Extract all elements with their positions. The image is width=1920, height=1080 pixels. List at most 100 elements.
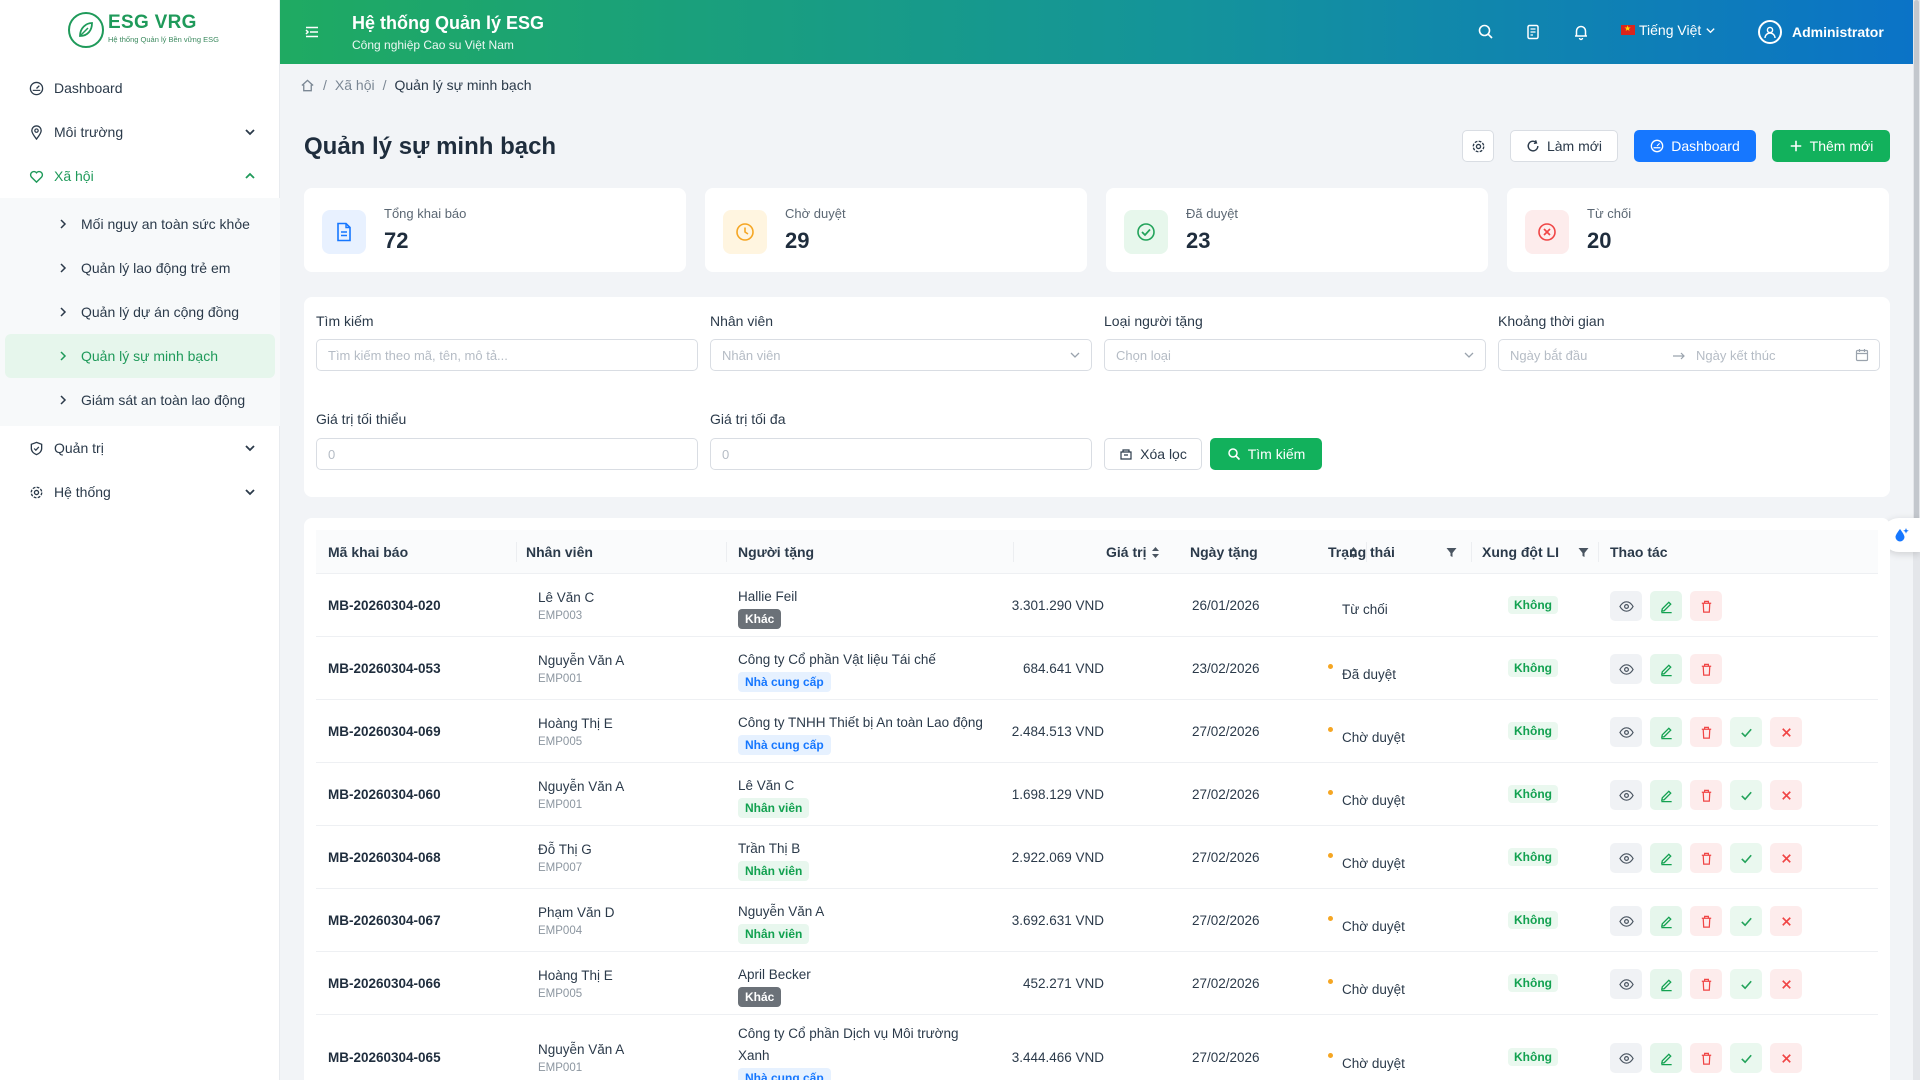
reject-button[interactable] (1770, 843, 1802, 873)
sidebar-item-system[interactable]: Hệ thống (0, 470, 280, 514)
delete-button[interactable] (1690, 1043, 1722, 1073)
search-button[interactable]: Tìm kiếm (1210, 438, 1322, 470)
view-button[interactable] (1610, 906, 1642, 936)
sidebar-item-governance[interactable]: Quản trị (0, 426, 280, 470)
search-icon (1227, 448, 1240, 461)
edit-button[interactable] (1650, 780, 1682, 810)
table-row[interactable]: MB-20260304-060 Nguyễn Văn A EMP001 Lê Văn … (316, 763, 1878, 826)
date-range-picker[interactable]: Ngày bắt đầu Ngày kết thúc (1498, 339, 1880, 371)
view-button[interactable] (1610, 717, 1642, 747)
reject-button[interactable] (1770, 1043, 1802, 1073)
sidebar-item-social[interactable]: Xã hội (0, 154, 280, 198)
approve-button[interactable] (1730, 969, 1762, 999)
close-icon (1779, 851, 1794, 866)
declaration-code: MB-20260304-067 (328, 913, 441, 928)
approve-button[interactable] (1730, 1043, 1762, 1073)
reject-button[interactable] (1770, 906, 1802, 936)
search-icon[interactable] (1477, 23, 1495, 41)
edit-button[interactable] (1650, 654, 1682, 684)
value-amount: 3.444.466 VND (1011, 1050, 1104, 1065)
delete-button[interactable] (1690, 969, 1722, 999)
edit-button[interactable] (1650, 591, 1682, 621)
filter-icon[interactable] (1578, 547, 1589, 558)
sidebar-subitem-transparency[interactable]: Quản lý sự minh bạch (5, 334, 275, 378)
filter-icon[interactable] (1446, 547, 1457, 558)
giver-name: Công ty TNHH Thiết bị An toàn Lao động (738, 715, 983, 730)
sidebar-item-environment[interactable]: Môi trường (0, 110, 280, 154)
edit-button[interactable] (1650, 969, 1682, 999)
user-menu[interactable]: Administrator (1758, 20, 1884, 44)
approve-button[interactable] (1730, 780, 1762, 810)
employee-name: Đỗ Thị G (538, 842, 592, 857)
view-button[interactable] (1610, 780, 1642, 810)
max-value-input[interactable]: 0 (710, 438, 1092, 470)
check-icon (1739, 851, 1754, 866)
start-date-placeholder[interactable]: Ngày bắt đầu (1510, 347, 1588, 363)
edit-button[interactable] (1650, 1043, 1682, 1073)
table-row[interactable]: MB-20260304-068 Đỗ Thị G EMP007 Trần Thị B N… (316, 826, 1878, 889)
giver-type-tag: Khác (738, 987, 782, 1007)
breadcrumb-parent[interactable]: Xã hội (334, 77, 375, 93)
employee-id: EMP007 (538, 862, 583, 874)
eye-icon (1618, 977, 1634, 992)
settings-button[interactable] (1462, 130, 1494, 162)
add-new-button[interactable]: Thêm mới (1772, 130, 1890, 162)
sidebar-subitem-community-projects[interactable]: Quản lý dự án cộng đồng (5, 290, 275, 334)
bell-icon[interactable] (1572, 23, 1590, 41)
table-row[interactable]: MB-20260304-066 Hoàng Thị E EMP005 April Be… (316, 952, 1878, 1015)
gift-date: 27/02/2026 (1192, 1050, 1260, 1065)
giver-type-select[interactable]: Chọn loại (1104, 339, 1486, 371)
approve-button[interactable] (1730, 906, 1762, 936)
delete-button[interactable] (1690, 717, 1722, 747)
clear-filter-button[interactable]: Xóa lọc (1104, 438, 1202, 470)
language-selector[interactable]: Tiếng Việt (1621, 22, 1716, 38)
table-row[interactable]: MB-20260304-053 Nguyễn Văn A EMP001 Công ty… (316, 637, 1878, 700)
sidebar-subitem-label: Quản lý lao động trẻ em (81, 260, 231, 276)
table-row[interactable]: MB-20260304-020 Lê Văn C EMP003 Hallie Feil… (316, 574, 1878, 637)
reject-button[interactable] (1770, 969, 1802, 999)
column-header-date[interactable]: Ngày tặng (1190, 544, 1258, 560)
sidebar-subitem-labor-safety[interactable]: Giám sát an toàn lao động (5, 378, 275, 422)
approve-button[interactable] (1730, 717, 1762, 747)
view-button[interactable] (1610, 969, 1642, 999)
table-row[interactable]: MB-20260304-069 Hoàng Thị E EMP005 Công ty … (316, 700, 1878, 763)
employee-cell: Nguyễn Văn A EMP001 (538, 1042, 624, 1074)
menu-toggle-icon[interactable] (304, 24, 320, 40)
reject-button[interactable] (1770, 780, 1802, 810)
column-header-value[interactable]: Giá trị (1106, 544, 1160, 560)
edit-button[interactable] (1650, 717, 1682, 747)
eye-icon (1618, 788, 1634, 803)
status-text: Chờ duyệt (1342, 982, 1405, 997)
sidebar-subitem-health-hazard[interactable]: Mối nguy an toàn sức khỏe (5, 202, 275, 246)
min-value-input[interactable]: 0 (316, 438, 698, 470)
employee-select[interactable]: Nhân viên (710, 339, 1092, 371)
view-button[interactable] (1610, 654, 1642, 684)
delete-button[interactable] (1690, 654, 1722, 684)
edit-button[interactable] (1650, 843, 1682, 873)
approve-button[interactable] (1730, 843, 1762, 873)
home-icon[interactable] (300, 78, 315, 93)
sidebar-subitem-child-labor[interactable]: Quản lý lao động trẻ em (5, 246, 275, 290)
document-icon (322, 210, 366, 254)
refresh-button[interactable]: Làm mới (1510, 130, 1618, 162)
delete-button[interactable] (1690, 906, 1722, 936)
reject-button[interactable] (1770, 717, 1802, 747)
clipboard-icon[interactable] (1524, 23, 1542, 41)
edit-button[interactable] (1650, 906, 1682, 936)
search-input[interactable]: Tìm kiếm theo mã, tên, mô tả... (316, 339, 698, 371)
table-row[interactable]: MB-20260304-067 Phạm Văn D EMP004 Nguyễn Vă… (316, 889, 1878, 952)
end-date-placeholder[interactable]: Ngày kết thúc (1696, 348, 1776, 363)
page-scrollbar-thumb[interactable] (1914, 0, 1919, 540)
view-button[interactable] (1610, 843, 1642, 873)
dashboard-button[interactable]: Dashboard (1634, 130, 1756, 162)
delete-button[interactable] (1690, 780, 1722, 810)
view-button[interactable] (1610, 591, 1642, 621)
sort-icon[interactable] (1349, 546, 1358, 559)
table-row[interactable]: MB-20260304-065 Nguyễn Văn A EMP001 Công ty… (316, 1015, 1878, 1080)
max-value-label: Giá trị tối đa (710, 411, 786, 427)
sidebar-item-dashboard[interactable]: Dashboard (0, 66, 280, 110)
delete-button[interactable] (1690, 591, 1722, 621)
view-button[interactable] (1610, 1043, 1642, 1073)
brand-logo[interactable]: ESG VRG Hệ thống Quản lý Bền vững ESG (0, 0, 279, 64)
delete-button[interactable] (1690, 843, 1722, 873)
